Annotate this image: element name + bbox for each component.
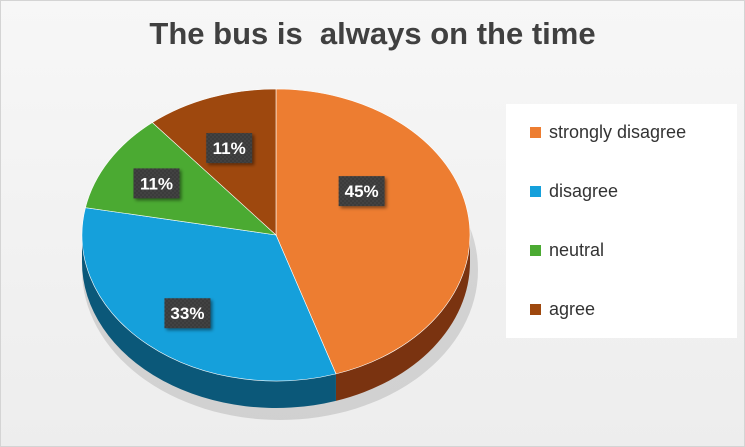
legend-swatch <box>530 245 541 256</box>
legend-label: neutral <box>549 240 605 260</box>
pie-sides <box>82 235 470 409</box>
data-label-strongly-disagree: 45% <box>338 176 385 207</box>
pie-slice-neutral <box>85 122 277 236</box>
data-label-agree: 11% <box>206 133 253 164</box>
pie-side-disagree <box>82 235 336 409</box>
legend-item-disagree: disagree <box>530 181 618 202</box>
pie-slice-disagree <box>81 207 337 382</box>
pie-side-strongly-disagree <box>335 235 470 401</box>
pie-data-labels: 45% 33% 11% 11% <box>133 133 385 329</box>
chart-title: The bus is always on the time <box>149 16 596 51</box>
data-label-text: 33% <box>170 304 204 323</box>
pie-slices <box>81 88 471 382</box>
legend-label: strongly disagree <box>549 122 687 142</box>
data-label-text: 11% <box>140 174 173 193</box>
legend-item-agree: agree <box>530 299 595 320</box>
data-label-text: 11% <box>213 139 246 158</box>
legend: strongly disagree disagree neutral agree <box>506 104 737 338</box>
data-label-text: 45% <box>345 182 379 201</box>
legend-swatch <box>530 127 541 138</box>
legend-label: agree <box>549 299 596 319</box>
legend-item-strongly-disagree: strongly disagree <box>530 122 686 143</box>
data-label-neutral: 11% <box>133 168 180 199</box>
data-label-disagree: 33% <box>164 298 211 329</box>
legend-swatch <box>530 186 541 197</box>
legend-item-neutral: neutral <box>530 240 604 261</box>
pie-slice-strongly-disagree <box>275 88 471 375</box>
legend-label: disagree <box>549 181 619 201</box>
legend-swatch <box>530 304 541 315</box>
